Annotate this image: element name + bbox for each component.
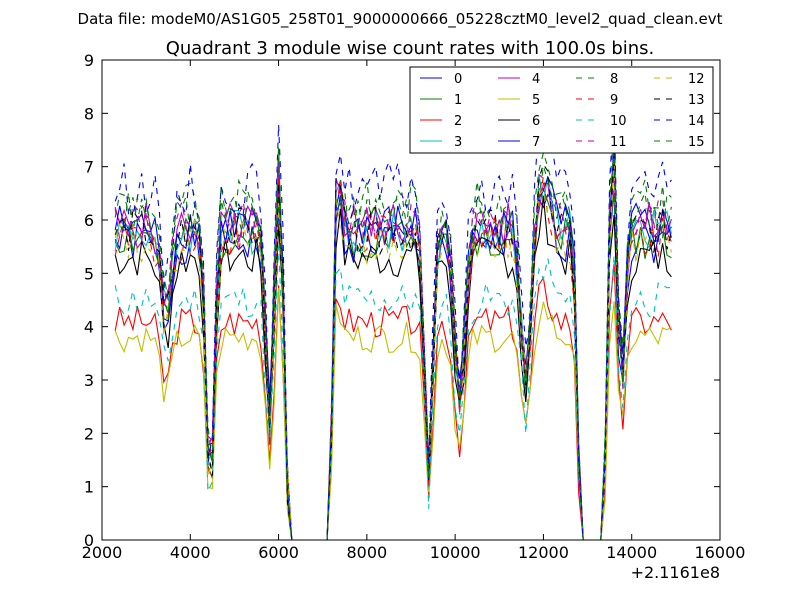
x-tick-label: 14000 xyxy=(606,543,657,562)
series-line-14 xyxy=(114,109,672,540)
y-tick-label: 3 xyxy=(84,371,94,390)
series-line-11 xyxy=(114,169,672,540)
series-line-8 xyxy=(114,122,672,540)
legend-label-7: 7 xyxy=(532,135,540,150)
legend-box xyxy=(409,66,714,154)
suptitle: Data file: modeM0/AS1G05_258T01_90000006… xyxy=(78,10,723,29)
x-tick-label: 8000 xyxy=(346,543,387,562)
legend-label-8: 8 xyxy=(610,72,618,87)
legend-label-6: 6 xyxy=(532,114,540,129)
series-line-10 xyxy=(114,246,672,540)
legend-label-4: 4 xyxy=(532,72,540,87)
legend-label-11: 11 xyxy=(610,135,627,150)
y-tick-label: 1 xyxy=(84,478,94,497)
y-tick-label: 8 xyxy=(84,104,94,123)
x-tick-label: 4000 xyxy=(170,543,211,562)
legend-label-5: 5 xyxy=(532,93,540,108)
y-tick-label: 5 xyxy=(84,264,94,283)
legend-label-12: 12 xyxy=(688,72,705,87)
y-tick-label: 6 xyxy=(84,211,94,230)
series-line-7 xyxy=(114,139,672,540)
legend-label-14: 14 xyxy=(688,114,705,129)
legend-label-15: 15 xyxy=(688,135,705,150)
legend-label-2: 2 xyxy=(454,114,462,129)
chart-title: Quadrant 3 module wise count rates with … xyxy=(166,38,655,59)
x-tick-label: 6000 xyxy=(258,543,299,562)
x-tick-label: 16000 xyxy=(695,543,746,562)
series-line-5 xyxy=(114,288,672,540)
legend-label-0: 0 xyxy=(454,72,462,87)
x-tick-label: 10000 xyxy=(430,543,481,562)
x-tick-label: 12000 xyxy=(518,543,569,562)
y-tick-label: 9 xyxy=(84,51,94,70)
x-tick-label: 2000 xyxy=(82,543,123,562)
axes-frame xyxy=(101,59,721,541)
y-tick-label: 2 xyxy=(84,424,94,443)
series-lines xyxy=(114,109,672,540)
series-line-6 xyxy=(114,195,672,540)
y-tick-label: 0 xyxy=(84,531,94,550)
y-tick-label: 4 xyxy=(84,318,94,337)
axis-ticks: 2000 4000 6000 8000 10000 12000 14000 160000123… xyxy=(82,51,746,562)
legend-label-10: 10 xyxy=(610,114,627,129)
x-offset-label: +2.1161e8 xyxy=(631,563,720,582)
series-line-2 xyxy=(114,263,672,540)
y-tick-label: 7 xyxy=(84,158,94,177)
series-line-15 xyxy=(114,147,672,540)
series-line-13 xyxy=(114,153,672,540)
legend-label-1: 1 xyxy=(454,93,462,108)
legend-label-9: 9 xyxy=(610,93,618,108)
legend-label-3: 3 xyxy=(454,135,462,150)
legend-label-13: 13 xyxy=(688,93,705,108)
